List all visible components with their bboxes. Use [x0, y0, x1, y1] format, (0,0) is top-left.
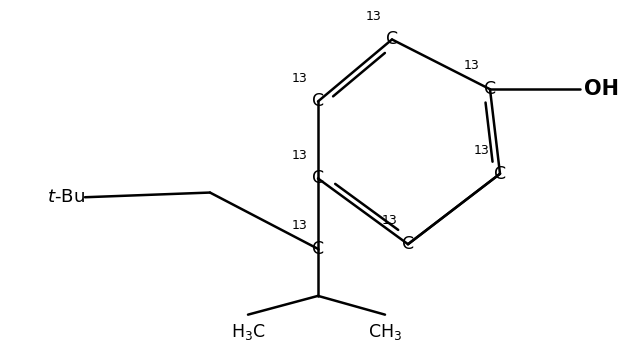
- Text: 13: 13: [366, 10, 382, 23]
- Text: C: C: [494, 165, 506, 183]
- Text: C: C: [312, 240, 324, 258]
- Text: C: C: [312, 92, 324, 110]
- Text: C: C: [312, 170, 324, 187]
- Text: OH: OH: [584, 79, 619, 99]
- Text: $\it{t}$-Bu: $\it{t}$-Bu: [47, 188, 85, 206]
- Text: C: C: [386, 30, 398, 49]
- Text: H$_3$C: H$_3$C: [230, 322, 266, 342]
- Text: 13: 13: [292, 148, 308, 161]
- Text: CH$_3$: CH$_3$: [368, 322, 402, 342]
- Text: C: C: [484, 80, 496, 98]
- Text: 13: 13: [292, 71, 308, 84]
- Text: 13: 13: [464, 59, 480, 72]
- Text: 13: 13: [474, 144, 490, 157]
- Text: 13: 13: [382, 214, 398, 227]
- Text: C: C: [402, 235, 414, 253]
- Text: 13: 13: [292, 219, 308, 232]
